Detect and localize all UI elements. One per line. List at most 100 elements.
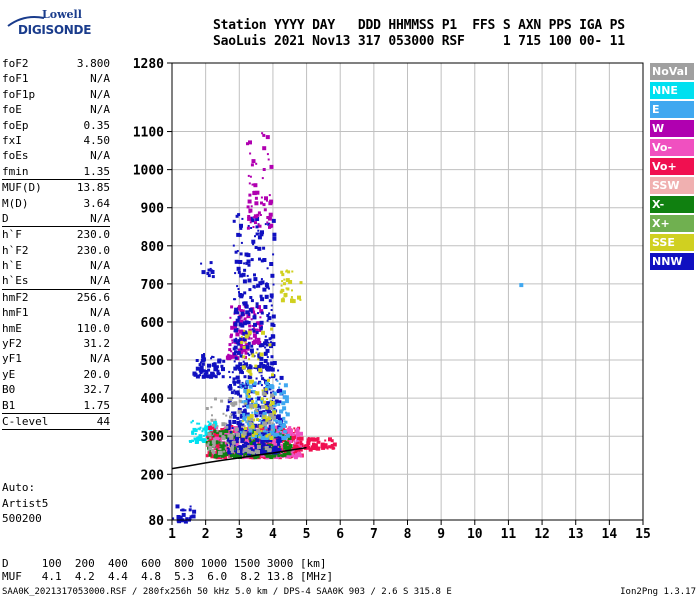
echo-point bbox=[266, 314, 270, 317]
echo-point bbox=[229, 443, 233, 447]
echo-point bbox=[180, 509, 183, 512]
echo-point bbox=[216, 454, 220, 458]
echo-point bbox=[257, 246, 262, 251]
param-value: 110.0 bbox=[76, 321, 110, 335]
echo-point bbox=[241, 217, 244, 220]
echo-point bbox=[265, 282, 268, 285]
echo-point bbox=[243, 262, 246, 265]
echo-point bbox=[279, 375, 284, 380]
echo-point bbox=[235, 436, 239, 441]
echo-point bbox=[238, 425, 242, 428]
echo-point bbox=[249, 175, 252, 178]
echo-point bbox=[281, 280, 284, 283]
echo-point bbox=[199, 371, 203, 375]
echo-point bbox=[253, 273, 256, 277]
echo-point bbox=[246, 369, 249, 372]
echo-point bbox=[281, 454, 285, 458]
echo-point bbox=[199, 426, 202, 429]
autoscaling-info: Auto: Artist5 500200 bbox=[2, 480, 48, 527]
echo-point bbox=[266, 430, 269, 433]
echo-point bbox=[243, 375, 247, 379]
echo-point bbox=[258, 224, 262, 228]
plot-frame bbox=[171, 62, 644, 521]
echo-point bbox=[244, 385, 247, 388]
param-row: foEp 0.35 bbox=[2, 118, 110, 133]
echo-point bbox=[262, 415, 267, 420]
echo-point bbox=[238, 445, 243, 450]
echo-point bbox=[270, 411, 273, 414]
file-info-footer: SAA0K_2021317053000.RSF / 280fx256h 50 k… bbox=[2, 587, 452, 597]
echo-point bbox=[201, 438, 206, 443]
echo-point bbox=[249, 414, 254, 419]
echo-point bbox=[227, 399, 232, 404]
echo-point bbox=[254, 196, 258, 200]
echo-point bbox=[235, 364, 240, 369]
param-name: yE bbox=[2, 367, 16, 381]
echo-point bbox=[230, 305, 234, 309]
echo-point bbox=[195, 366, 200, 371]
param-value: 4.50 bbox=[83, 133, 111, 147]
echo-point bbox=[250, 441, 254, 446]
tick-label-x: 2 bbox=[202, 527, 210, 542]
echo-point bbox=[268, 424, 272, 428]
echo-point bbox=[256, 348, 259, 351]
echo-point bbox=[237, 450, 240, 454]
echo-point bbox=[233, 310, 238, 315]
echo-point bbox=[237, 213, 241, 217]
echo-point bbox=[242, 345, 246, 349]
param-row: yF2 31.2 bbox=[2, 336, 110, 351]
echo-point bbox=[242, 382, 245, 385]
echo-point bbox=[234, 272, 237, 275]
echo-point bbox=[246, 404, 251, 409]
echo-point bbox=[261, 404, 265, 409]
echo-point bbox=[239, 451, 244, 456]
echo-point bbox=[221, 367, 225, 372]
param-value: 3.800 bbox=[76, 57, 110, 70]
echo-point bbox=[272, 361, 277, 365]
echo-point bbox=[268, 413, 273, 418]
echo-point bbox=[207, 441, 210, 444]
echo-point bbox=[258, 424, 263, 429]
echo-point bbox=[257, 235, 262, 240]
echo-point bbox=[239, 294, 244, 299]
echo-point bbox=[249, 419, 254, 424]
echo-point bbox=[250, 428, 253, 431]
echo-point bbox=[252, 439, 256, 443]
echo-point bbox=[220, 399, 224, 403]
plot-grid bbox=[172, 63, 643, 520]
echo-point bbox=[253, 430, 258, 435]
echo-point bbox=[277, 415, 280, 418]
echo-point bbox=[245, 379, 249, 383]
echo-point bbox=[239, 384, 242, 387]
echo-point bbox=[206, 443, 210, 447]
echo-point bbox=[255, 232, 259, 236]
echo-point bbox=[264, 390, 269, 395]
echo-point bbox=[263, 429, 267, 433]
echo-point bbox=[231, 339, 234, 342]
echo-point bbox=[234, 307, 239, 312]
echo-point bbox=[266, 267, 269, 270]
echo-point bbox=[214, 425, 218, 430]
param-row: foF1 N/A bbox=[2, 71, 110, 86]
echo-point bbox=[251, 159, 256, 164]
echo-point bbox=[233, 311, 236, 314]
echo-point bbox=[274, 450, 277, 453]
echo-point bbox=[239, 223, 243, 228]
echo-point bbox=[243, 403, 246, 406]
echo-point bbox=[204, 426, 209, 431]
echo-point bbox=[293, 427, 296, 430]
echo-point bbox=[266, 401, 271, 406]
param-name: hmF1 bbox=[2, 306, 29, 320]
echo-point bbox=[232, 347, 236, 351]
echo-point bbox=[267, 378, 270, 382]
echo-point bbox=[252, 333, 257, 338]
param-value: 32.7 bbox=[83, 383, 111, 397]
echo-point bbox=[269, 293, 274, 298]
param-value: N/A bbox=[90, 87, 110, 101]
tick-label-x: 3 bbox=[235, 527, 243, 542]
echo-point bbox=[252, 216, 255, 219]
echo-point bbox=[255, 438, 260, 443]
tick-label-y: 1280 bbox=[133, 57, 164, 72]
echo-point bbox=[191, 430, 195, 434]
echo-point bbox=[229, 431, 232, 434]
